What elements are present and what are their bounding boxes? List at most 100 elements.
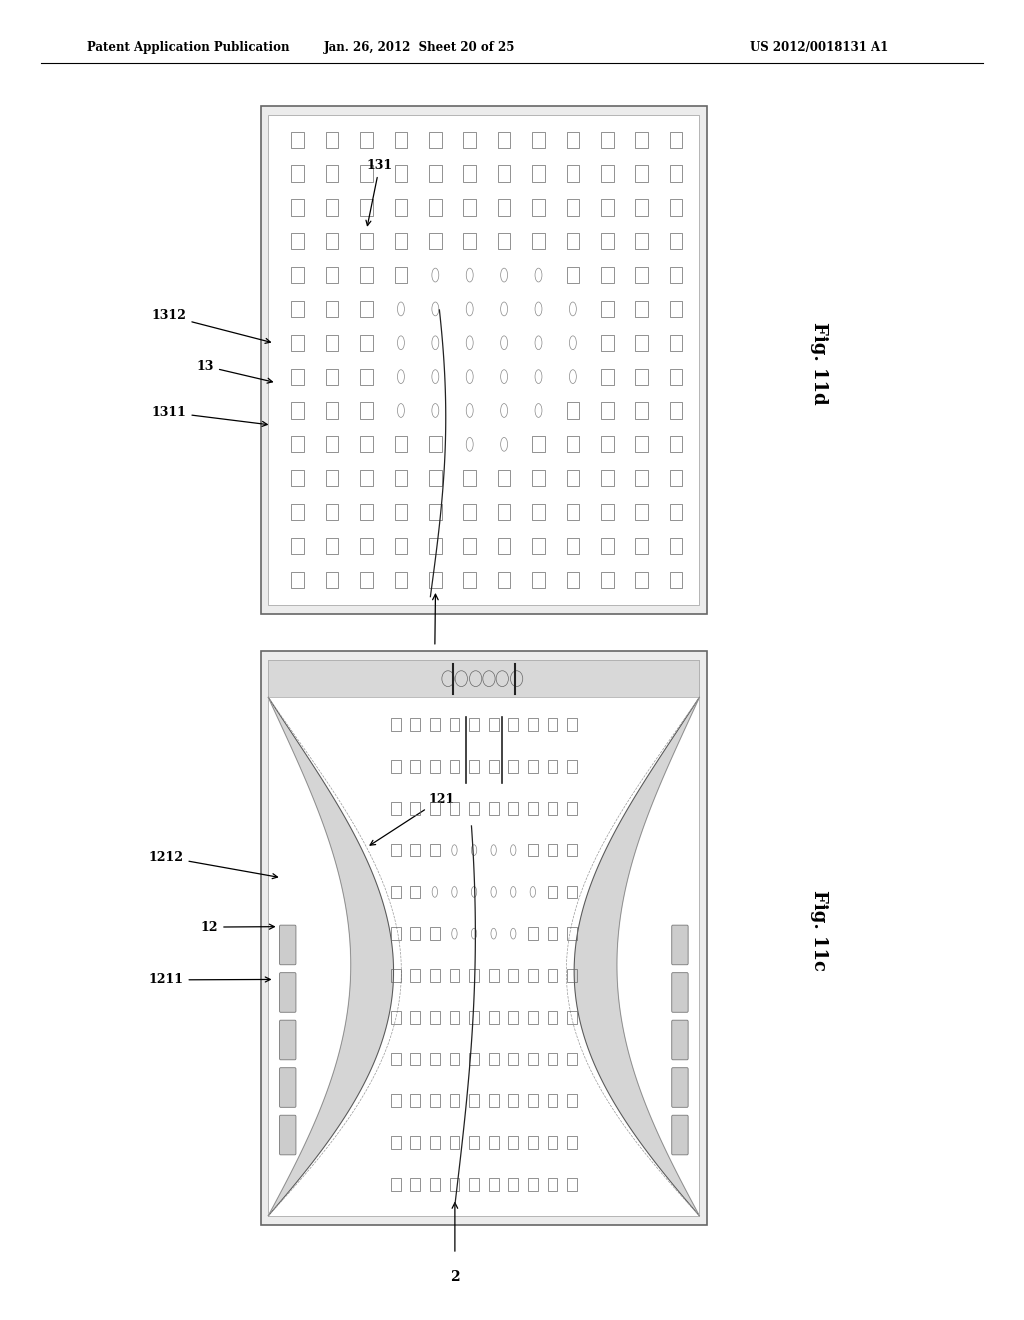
Bar [670,537,682,554]
Bar [601,234,613,249]
Bar [508,969,518,982]
Bar [601,199,613,215]
Bar [670,335,682,351]
Bar [450,1052,460,1065]
Bar [430,843,439,857]
Bar [326,403,339,418]
Bar [548,1177,557,1191]
Bar [292,572,304,587]
Bar [528,1137,538,1148]
Bar [532,504,545,520]
Bar [469,1177,479,1191]
Bar [635,504,648,520]
Bar [567,886,577,898]
Bar [498,234,510,249]
Bar [429,234,441,249]
Bar [548,1011,557,1023]
Bar [326,368,339,384]
Bar [548,760,557,774]
Bar [532,132,545,148]
Bar [394,572,408,587]
Bar [326,199,339,215]
Bar [532,199,545,215]
Bar [498,132,510,148]
Bar [528,969,538,982]
Bar [268,115,699,605]
Text: Patent Application Publication: Patent Application Publication [87,41,290,54]
Bar [488,1094,499,1107]
Bar [498,572,510,587]
Bar [469,969,479,982]
Bar [292,301,304,317]
Bar [528,803,538,814]
Text: 131: 131 [366,158,393,226]
Bar [391,1052,400,1065]
Bar [394,199,408,215]
Bar [635,165,648,182]
Bar [292,267,304,284]
Bar [394,132,408,148]
Text: 121: 121 [370,792,455,845]
Bar [508,803,518,814]
Bar [394,267,408,284]
Bar [670,199,682,215]
Bar [450,1177,460,1191]
Bar [360,504,373,520]
Bar [411,1094,420,1107]
Bar [450,803,460,814]
Bar [532,537,545,554]
Bar [635,132,648,148]
Bar [292,234,304,249]
Text: 13: 13 [197,359,272,383]
Bar [411,1052,420,1065]
Bar [292,403,304,418]
Bar [532,165,545,182]
Bar [548,1137,557,1148]
Bar [566,436,580,453]
Bar [429,132,441,148]
FancyBboxPatch shape [280,1115,296,1155]
Bar [469,718,479,731]
Bar [464,537,476,554]
Bar [292,368,304,384]
Bar [601,368,613,384]
Text: 1211: 1211 [148,973,270,986]
Bar [429,199,441,215]
Bar [635,436,648,453]
Bar [548,718,557,731]
Bar [430,1011,439,1023]
Bar [411,843,420,857]
Bar [532,436,545,453]
Bar [261,106,707,614]
FancyBboxPatch shape [280,973,296,1012]
Text: 1212: 1212 [148,850,278,879]
Bar [430,928,439,940]
Bar [292,470,304,486]
Bar [430,1094,439,1107]
Bar [469,1011,479,1023]
Bar [601,165,613,182]
Bar [464,199,476,215]
Bar [528,928,538,940]
Bar [498,504,510,520]
Bar [430,969,439,982]
Bar [567,1177,577,1191]
Bar [508,760,518,774]
Bar [430,718,439,731]
Bar [430,760,439,774]
Bar [292,165,304,182]
Bar [360,335,373,351]
Bar [360,368,373,384]
Bar [360,537,373,554]
Bar [292,132,304,148]
Bar [566,199,580,215]
Bar [498,165,510,182]
Bar [635,537,648,554]
Bar [429,504,441,520]
Bar [292,335,304,351]
Bar [508,1094,518,1107]
Bar [567,1011,577,1023]
Bar [635,199,648,215]
Bar [469,803,479,814]
Bar [601,132,613,148]
